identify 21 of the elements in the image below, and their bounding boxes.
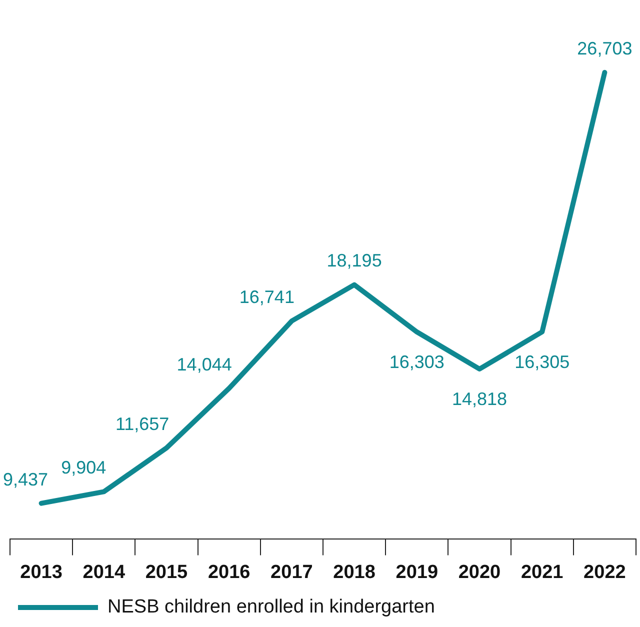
data-label: 9,437 (3, 469, 48, 490)
data-label: 16,305 (514, 352, 570, 372)
x-tick-label: 2021 (520, 562, 564, 583)
data-label: 26,703 (577, 38, 632, 58)
data-label: 18,195 (326, 250, 382, 271)
x-tick-label: 2014 (82, 562, 126, 583)
x-tick-label: 2019 (396, 562, 438, 583)
x-tick-label: 2017 (270, 562, 313, 583)
x-tick-label: 2020 (458, 562, 501, 583)
data-label: 14,818 (452, 388, 508, 409)
data-label: 14,044 (176, 354, 232, 374)
x-tick-label: 2016 (208, 562, 250, 583)
x-tick-label: 2022 (584, 562, 626, 583)
data-label: 11,657 (115, 414, 170, 434)
legend-label: NESB children enrolled in kindergarten (108, 596, 435, 618)
data-label: 9,904 (61, 458, 106, 478)
data-label: 16,303 (389, 352, 444, 372)
x-tick-label: 2013 (20, 562, 62, 583)
x-tick-label: 2015 (145, 562, 188, 583)
data-label: 16,741 (239, 286, 294, 307)
x-tick-label: 2018 (333, 562, 376, 583)
